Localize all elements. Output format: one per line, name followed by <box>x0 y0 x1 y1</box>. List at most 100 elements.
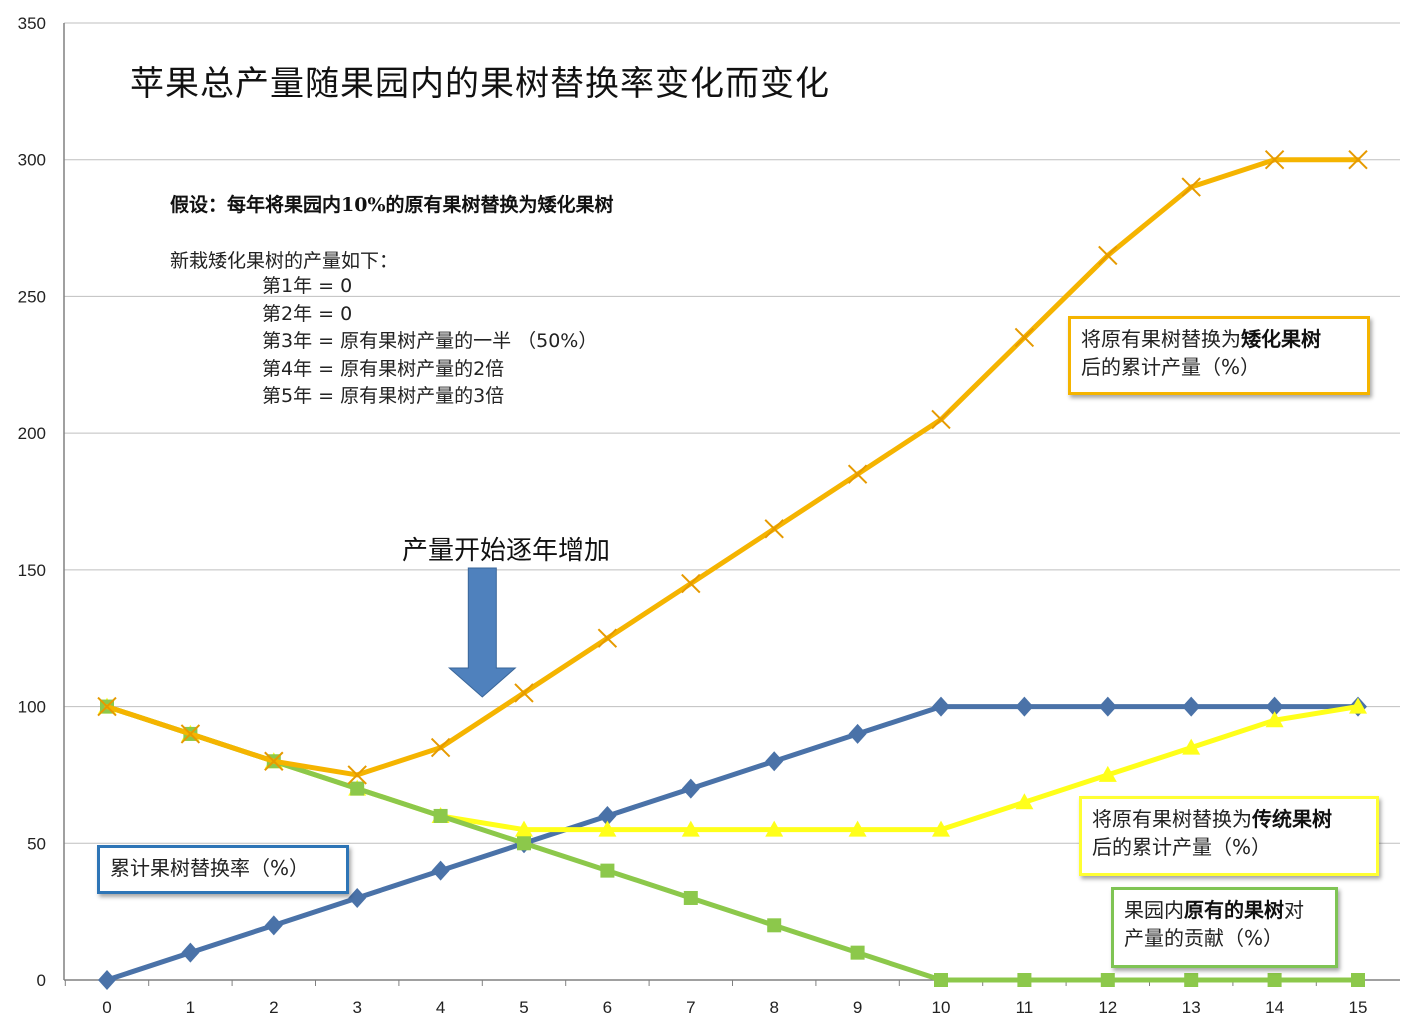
legend-replace-rate: 累计果树替换率（%） <box>97 845 349 894</box>
data-point <box>931 409 951 430</box>
data-point <box>350 781 365 796</box>
assumption-intro: 新栽矮化果树的产量如下： <box>170 250 399 272</box>
annotation-arrow <box>447 567 517 698</box>
data-point <box>348 887 367 908</box>
data-point <box>850 945 865 960</box>
data-point <box>1184 973 1199 987</box>
data-point <box>765 820 784 837</box>
legend-traditional-yield: 将原有果树替换为传统果树 后的累计产量（%） <box>1079 796 1379 876</box>
data-point <box>1182 696 1201 717</box>
data-point <box>517 836 531 851</box>
y-tick-label: 100 <box>18 698 46 717</box>
data-point <box>347 765 367 785</box>
x-tick-label: 4 <box>436 998 445 1017</box>
data-point <box>1015 696 1034 717</box>
legend-dwarf-prefix: 将原有果树替换为 <box>1081 327 1241 351</box>
data-point <box>848 723 867 744</box>
data-point <box>1349 697 1367 714</box>
data-point <box>934 973 948 987</box>
legend-replace-rate-text: 累计果树替换率（%） <box>110 856 310 880</box>
data-point <box>97 696 117 717</box>
x-tick-label: 11 <box>1016 998 1034 1017</box>
data-point <box>180 724 201 744</box>
data-point <box>932 696 950 717</box>
y-tick-label: 50 <box>27 834 46 853</box>
series-line <box>104 157 1361 778</box>
y-tick-label: 250 <box>18 287 46 306</box>
data-point <box>514 683 534 703</box>
x-tick-label: 2 <box>269 998 278 1017</box>
data-point <box>597 628 618 648</box>
arrow-label: 产量开始逐年增加 <box>402 536 611 566</box>
x-tick-label: 10 <box>932 998 951 1017</box>
x-tick-label: 15 <box>1349 998 1368 1017</box>
series-3 <box>97 150 1368 785</box>
y-tick-label: 150 <box>18 561 46 580</box>
down-arrow-icon <box>447 567 517 698</box>
assumption-item: 第5年 = 原有果树产量的3倍 <box>262 385 505 407</box>
data-point <box>1265 711 1284 728</box>
data-point <box>764 519 784 539</box>
legend-traditional-suffix: 后的累计产量（%） <box>1092 835 1272 859</box>
data-point <box>1181 177 1201 197</box>
data-point <box>681 778 700 799</box>
data-point <box>848 820 867 837</box>
x-tick-label: 14 <box>1265 998 1284 1017</box>
series-lines <box>97 150 1368 990</box>
x-tick-label: 8 <box>769 998 778 1017</box>
data-point <box>765 751 784 772</box>
data-point <box>264 751 284 771</box>
data-point <box>932 820 950 837</box>
data-point <box>433 808 448 823</box>
data-point <box>598 820 617 837</box>
legend-dwarf-suffix: 后的累计产量（%） <box>1081 355 1261 379</box>
legend-original-suffix-a: 对 <box>1284 898 1304 922</box>
legend-dwarf-bold: 矮化果树 <box>1241 327 1321 351</box>
x-tick-label: 9 <box>853 998 862 1017</box>
assumption-item: 第3年 = 原有果树产量的一半 （50%） <box>262 330 598 352</box>
legend-traditional-bold: 传统果树 <box>1252 807 1332 831</box>
data-point <box>181 942 200 963</box>
y-tick-label: 200 <box>18 424 46 443</box>
y-tick-label: 300 <box>18 151 46 170</box>
y-tick-label: 350 <box>18 14 46 33</box>
x-tick-label: 1 <box>186 998 195 1017</box>
data-point <box>1267 973 1282 987</box>
x-tick-label: 12 <box>1098 998 1117 1017</box>
x-tick-label: 5 <box>519 998 528 1017</box>
assumption-list: 第1年 = 0 第2年 = 0 第3年 = 原有果树产量的一半 （50%） 第4… <box>262 273 597 411</box>
assumption-item: 第4年 = 原有果树产量的2倍 <box>262 357 505 380</box>
legend-original-prefix: 果园内 <box>1124 898 1184 922</box>
legend-traditional-prefix: 将原有果树替换为 <box>1092 807 1252 831</box>
data-point <box>1098 245 1118 266</box>
y-tick-label: 0 <box>37 971 46 990</box>
data-point <box>1351 973 1365 987</box>
data-point <box>600 863 615 878</box>
series-line <box>104 704 1361 983</box>
legend-dwarf-yield: 将原有果树替换为矮化果树 后的累计产量（%） <box>1068 316 1370 395</box>
data-point <box>767 918 782 933</box>
x-tick-label: 6 <box>603 998 612 1017</box>
data-point <box>431 860 450 881</box>
data-point <box>515 820 533 837</box>
data-point <box>1015 793 1034 810</box>
assumption-item: 第2年 = 0 <box>262 302 353 325</box>
x-tick-label: 3 <box>352 998 361 1017</box>
data-point <box>1098 696 1117 717</box>
legend-original-suffix: 产量的贡献（%） <box>1124 926 1284 950</box>
series-0 <box>98 696 1367 990</box>
data-point <box>98 970 116 990</box>
data-point <box>1017 973 1032 987</box>
x-tick-label: 0 <box>102 998 111 1017</box>
data-point <box>430 737 451 758</box>
data-point <box>598 805 617 826</box>
chart-title: 苹果总产量随果园内的果树替换率变化而变化 <box>130 64 830 104</box>
assumption-title: 假设：每年将果园内10%的原有果树替换为矮化果树 <box>170 194 614 216</box>
gridlines <box>64 22 1400 844</box>
data-point <box>1100 973 1115 987</box>
data-point <box>683 890 698 905</box>
data-point <box>847 464 868 484</box>
